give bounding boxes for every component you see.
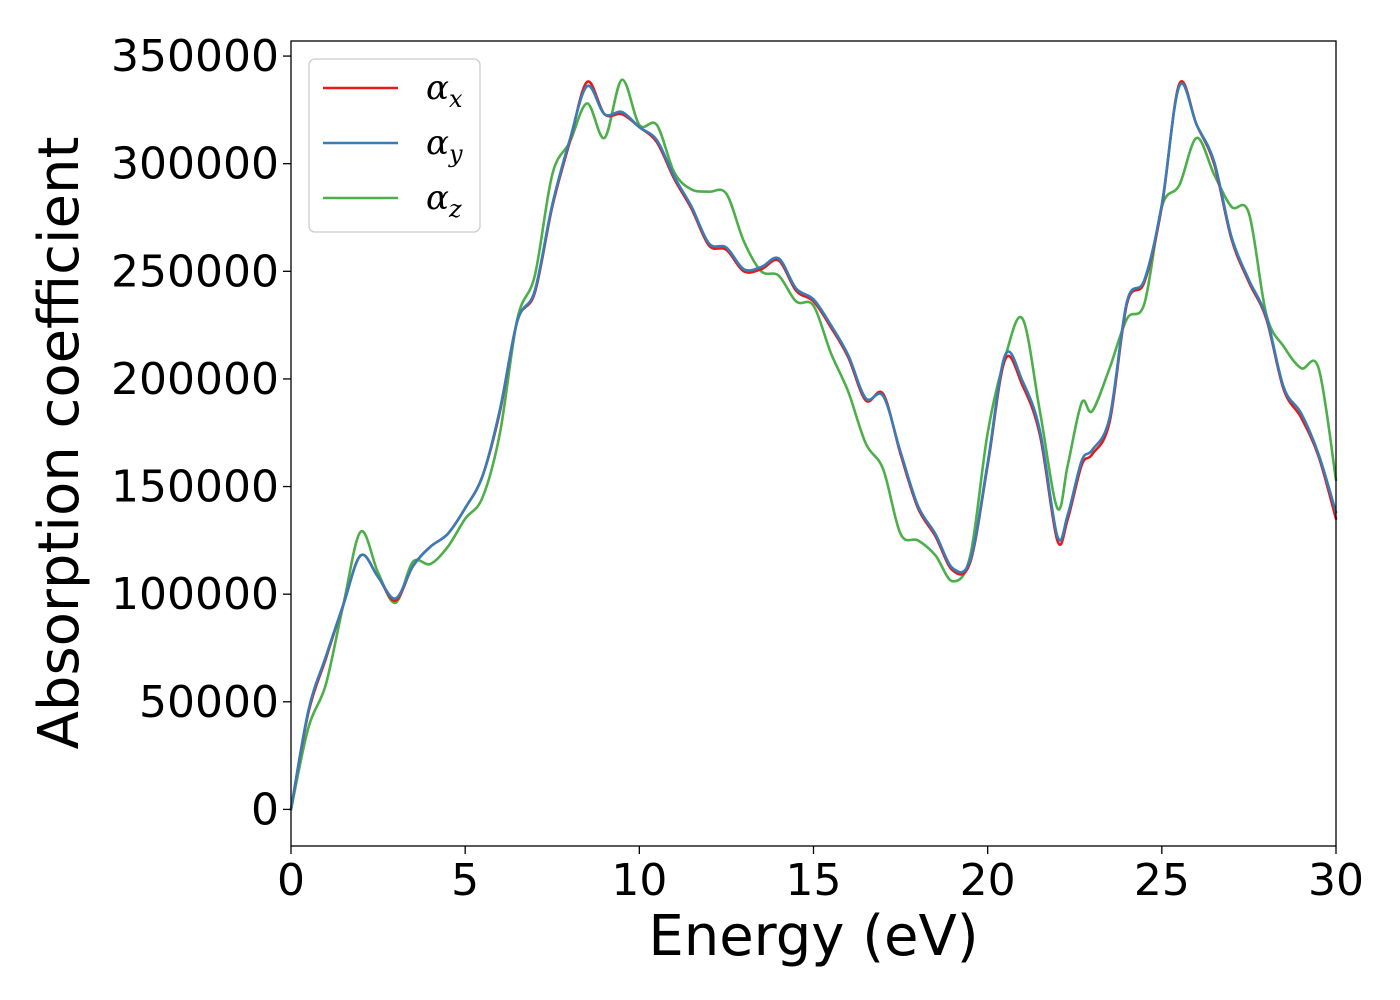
legend-label-subscript: x xyxy=(449,85,463,113)
x-tick-label: 20 xyxy=(960,855,1016,906)
legend-box xyxy=(308,58,481,233)
legend-label-base: α xyxy=(426,123,449,163)
y-tick-label: 300000 xyxy=(111,139,279,190)
x-tick-label: 0 xyxy=(277,855,305,906)
y-tick-label: 100000 xyxy=(111,569,279,620)
x-axis-ticks: 0 5 10 15 20 25 30 xyxy=(277,846,1364,906)
series-layer xyxy=(289,78,1338,811)
legend-label-z: αz xyxy=(426,178,462,223)
x-axis-label: Energy (eV) xyxy=(648,904,978,969)
legend-label-subscript: y xyxy=(448,140,463,168)
series-line-y xyxy=(289,82,1338,811)
y-axis-ticks: 0 50000 100000 150000 200000 250000 300000 3500… xyxy=(111,31,291,835)
y-tick-label: 0 xyxy=(251,784,279,835)
x-tick-label: 30 xyxy=(1308,855,1364,906)
y-tick-label: 250000 xyxy=(111,246,279,297)
x-tick-label: 15 xyxy=(786,855,842,906)
legend-label-subscript: z xyxy=(448,195,462,223)
y-tick-label: 50000 xyxy=(139,677,279,728)
legend-label-base: α xyxy=(426,178,449,218)
legend-label-x: αx xyxy=(426,68,463,113)
x-tick-label: 5 xyxy=(451,855,479,906)
legend-label-base: α xyxy=(426,68,449,108)
legend-label-y: αy xyxy=(426,123,463,168)
x-tick-label: 25 xyxy=(1134,855,1190,906)
y-axis-label: Absorption coefficient xyxy=(27,137,92,750)
y-tick-label: 350000 xyxy=(111,31,279,82)
y-tick-label: 150000 xyxy=(111,462,279,513)
y-tick-label: 200000 xyxy=(111,354,279,405)
x-tick-label: 10 xyxy=(611,855,667,906)
